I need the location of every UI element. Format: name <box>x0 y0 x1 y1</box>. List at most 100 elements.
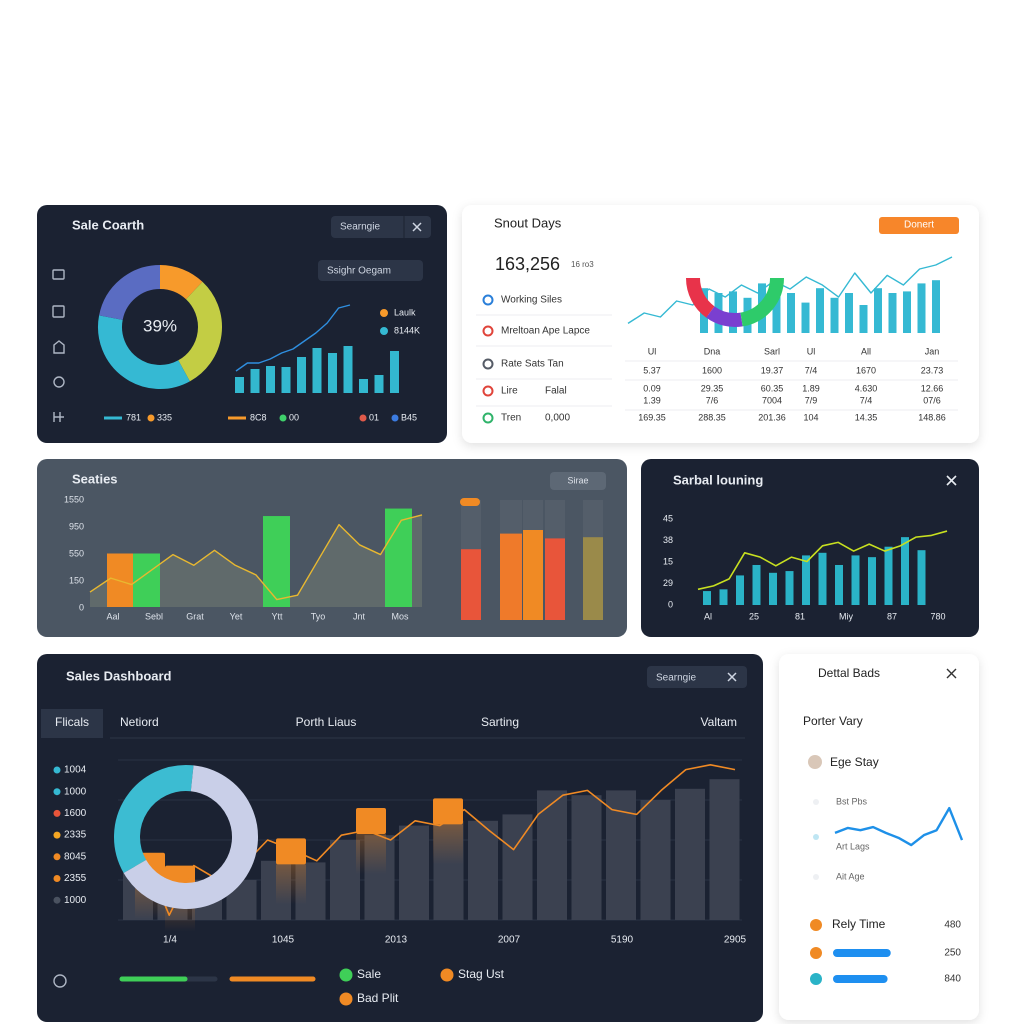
bar <box>703 591 711 605</box>
bar <box>297 357 306 393</box>
bar <box>752 564 761 605</box>
table-cell: 23.73 <box>921 365 944 375</box>
row-value: 840 <box>944 974 961 985</box>
x-tick-label: 2013 <box>385 935 408 946</box>
highlight-fade <box>356 834 386 874</box>
button[interactable] <box>550 472 606 490</box>
tab[interactable]: Sarting <box>481 715 519 729</box>
legend-dot <box>813 874 819 880</box>
bar <box>801 302 810 333</box>
button[interactable] <box>879 217 959 234</box>
panel-title: Sarbal louning <box>673 472 763 487</box>
y-tick-label: 1550 <box>64 494 84 504</box>
legend-dot <box>380 309 388 317</box>
subtitle: Porter Vary <box>803 714 863 728</box>
legend-dot <box>53 831 61 839</box>
x-tick-label: 1045 <box>272 935 295 946</box>
x-tick-label: Aal <box>106 611 119 621</box>
table-cell: 148.86 <box>918 412 946 422</box>
list-label: Rate Sats Tan <box>501 359 564 370</box>
table-cell: 12.66 <box>921 383 944 393</box>
legend-dot <box>279 414 287 422</box>
x-tick-label: 5190 <box>611 935 634 946</box>
bar <box>640 800 671 920</box>
legend-label: Laulk <box>394 307 416 317</box>
list-label: Tren <box>501 413 521 424</box>
legend-label: 2335 <box>64 830 87 841</box>
bar <box>606 790 636 920</box>
bar <box>343 346 353 393</box>
arc-segment <box>98 315 190 389</box>
table-cell: 5.37 <box>643 365 661 375</box>
tab-active[interactable] <box>41 709 103 738</box>
button-text: Ssighr Oegam <box>327 266 391 277</box>
table-cell: 0.09 <box>643 383 661 393</box>
tag <box>460 498 480 506</box>
bar <box>107 553 134 607</box>
button[interactable] <box>318 260 423 281</box>
tab[interactable]: Porth Liaus <box>296 715 357 729</box>
search-box[interactable] <box>647 666 747 688</box>
bar <box>769 572 777 605</box>
highlight <box>433 798 463 825</box>
y-tick-label: 0 <box>79 602 84 612</box>
tab[interactable]: Netiord <box>120 715 159 729</box>
row-value: 250 <box>944 948 961 959</box>
bar <box>833 975 888 983</box>
legend-dot <box>813 799 819 805</box>
bar <box>868 557 876 605</box>
line <box>235 304 351 372</box>
table-cell: 7/9 <box>805 395 818 405</box>
area <box>90 514 422 607</box>
bar <box>830 297 839 333</box>
bar <box>675 788 705 920</box>
bar <box>835 564 843 605</box>
bar <box>772 288 781 333</box>
panel-title: Dettal Bads <box>818 666 880 680</box>
bar <box>399 825 429 920</box>
bar <box>263 516 290 607</box>
search-box[interactable] <box>331 216 431 238</box>
x-tick-label: 1/4 <box>163 935 177 946</box>
close-icon[interactable] <box>946 475 957 486</box>
line <box>89 514 423 601</box>
table-cell: 1.89 <box>802 383 820 393</box>
arc-segment <box>114 765 194 873</box>
search-text: Searngie <box>340 222 380 233</box>
close-icon[interactable] <box>946 668 957 679</box>
x-tick-label: Tyo <box>311 611 326 621</box>
table-cell: 104 <box>803 412 818 422</box>
close-icon[interactable] <box>412 222 422 232</box>
legend-label: 01 <box>369 412 379 422</box>
table-cell: 7004 <box>762 395 782 405</box>
table-cell: 07/6 <box>923 395 941 405</box>
bar <box>709 779 740 920</box>
bar <box>281 367 291 393</box>
legend-label: 8045 <box>64 851 87 862</box>
table-header: Dna <box>704 346 721 356</box>
bar <box>468 820 498 920</box>
legend-dot <box>339 968 353 982</box>
table-cell: 169.35 <box>638 412 666 422</box>
line <box>834 806 964 847</box>
legend-label: 1000 <box>64 895 87 906</box>
list-icon <box>482 358 494 370</box>
table-cell: 288.35 <box>698 412 726 422</box>
list-label: Working Siles <box>501 295 562 306</box>
tab[interactable]: Flicals <box>55 715 89 729</box>
table-cell: 29.35 <box>701 383 724 393</box>
legend-label: 1600 <box>64 808 87 819</box>
y-tick-label: 550 <box>69 548 84 558</box>
legend-dot <box>147 414 155 422</box>
bar <box>802 555 810 605</box>
bar <box>266 366 275 393</box>
bar <box>250 369 260 393</box>
x-tick-label: Yet <box>230 611 243 621</box>
tab[interactable]: Valtam <box>701 715 737 729</box>
legend-label: Sale <box>357 967 381 981</box>
table-cell: 7/4 <box>805 365 818 375</box>
bar <box>932 280 940 333</box>
list-icon <box>482 325 494 337</box>
highlight <box>276 838 306 865</box>
